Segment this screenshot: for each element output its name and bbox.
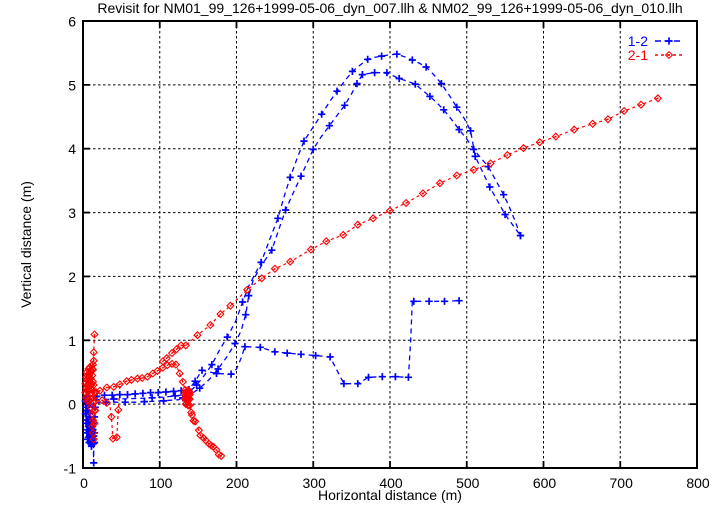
svg-text:1-2: 1-2 (628, 33, 648, 49)
svg-text:5: 5 (68, 77, 76, 93)
svg-text:200: 200 (226, 475, 250, 491)
svg-text:400: 400 (379, 475, 403, 491)
svg-text:-1: -1 (64, 461, 77, 477)
svg-text:800: 800 (686, 475, 710, 491)
svg-text:0: 0 (68, 397, 76, 413)
svg-text:300: 300 (303, 475, 327, 491)
svg-text:Horizontal distance (m): Horizontal distance (m) (318, 487, 462, 503)
svg-text:3: 3 (68, 205, 76, 221)
svg-text:1: 1 (68, 333, 76, 349)
svg-text:100: 100 (149, 475, 173, 491)
svg-text:6: 6 (68, 14, 76, 30)
svg-text:4: 4 (68, 141, 76, 157)
svg-text:Vertical distance (m): Vertical distance (m) (18, 181, 34, 308)
svg-text:2: 2 (68, 269, 76, 285)
svg-text:500: 500 (456, 475, 480, 491)
svg-text:2-1: 2-1 (628, 47, 648, 63)
svg-text:600: 600 (533, 475, 557, 491)
svg-text:Revisit for NM01_99_126+1999-0: Revisit for NM01_99_126+1999-05-06_dyn_0… (97, 0, 682, 16)
svg-text:0: 0 (80, 475, 88, 491)
svg-text:700: 700 (610, 475, 634, 491)
